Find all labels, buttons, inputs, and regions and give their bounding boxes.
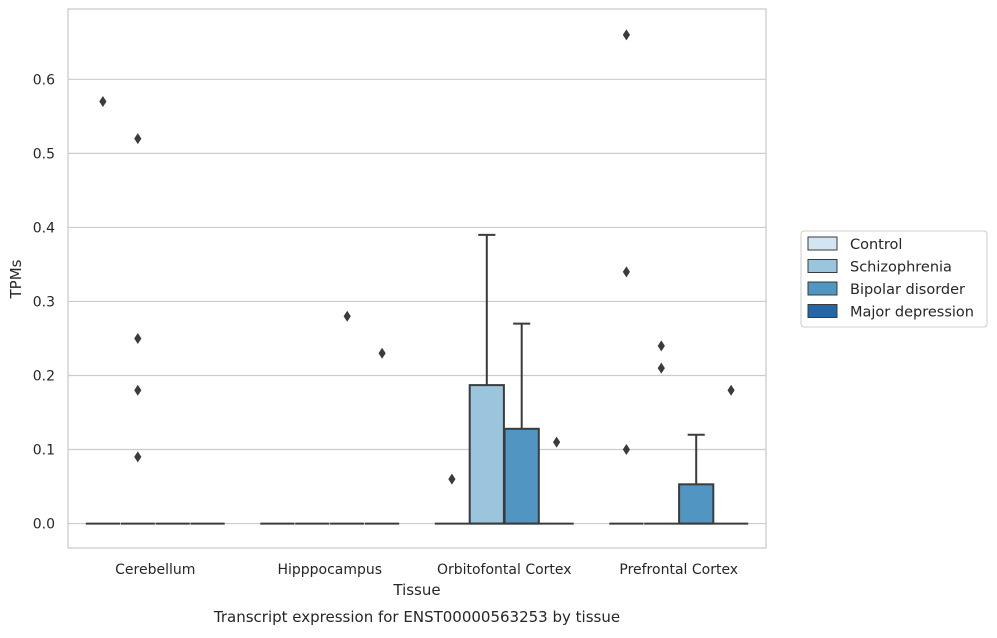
x-tick-label: Prefrontal Cortex: [619, 562, 738, 578]
legend-label: Schizophrenia: [850, 260, 952, 276]
outlier-point: [727, 384, 735, 396]
box: [503, 427, 540, 525]
outlier-point: [657, 340, 665, 352]
outlier-point: [134, 384, 142, 396]
outlier-point: [134, 332, 142, 344]
outlier-point: [134, 133, 142, 145]
legend-label: Control: [850, 237, 902, 253]
legend-label: Bipolar disorder: [850, 282, 965, 298]
box-bipolar-disorder: [678, 433, 715, 525]
y-tick-label: 0.3: [33, 294, 55, 310]
outlier-point: [622, 29, 630, 41]
outlier-point: [378, 347, 386, 359]
plot-frame: [67, 8, 767, 549]
outlier-point: [343, 310, 351, 322]
legend-swatch: [807, 304, 838, 318]
x-tick-label: Hipppocampus: [277, 562, 382, 578]
y-tick-label: 0.0: [33, 517, 55, 533]
y-axis-label: TPMs: [7, 259, 25, 299]
x-tick-labels: Cerebellum Hipppocampus Orbitofontal Corte…: [115, 562, 738, 578]
outlier-point: [553, 436, 561, 448]
legend-frame: [800, 230, 988, 328]
outlier-layer: [99, 29, 735, 485]
box-bipolar-disorder: [503, 322, 540, 525]
outlier-point: [657, 362, 665, 374]
outlier-point: [622, 444, 630, 456]
box: [678, 483, 715, 525]
outlier-point: [134, 451, 142, 463]
y-tick-label: 0.1: [33, 443, 55, 459]
gridlines: [68, 78, 766, 525]
box: [468, 384, 505, 525]
x-tick-label: Cerebellum: [115, 562, 195, 578]
legend-label: Major depression: [850, 305, 974, 321]
outlier-point: [448, 473, 456, 485]
y-tick-labels: 0.0 0.1 0.2 0.3 0.4 0.5 0.6: [33, 72, 55, 532]
legend-swatch: [807, 259, 838, 273]
outlier-point: [622, 266, 630, 278]
box-layer: [85, 233, 749, 525]
x-tick-label: Orbitofontal Cortex: [437, 562, 572, 578]
legend-swatch: [807, 236, 838, 251]
x-axis-label: Tissue: [392, 581, 440, 599]
y-tick-label: 0.6: [33, 72, 55, 88]
y-tick-label: 0.5: [33, 146, 55, 162]
y-tick-label: 0.4: [33, 220, 55, 236]
legend: Control Schizophrenia Bipolar disorder Majo…: [800, 230, 988, 328]
chart-caption: Transcript expression for ENST0000056325…: [213, 608, 620, 626]
box-schizophrenia: [468, 233, 505, 525]
outlier-point: [99, 96, 107, 108]
y-tick-label: 0.2: [33, 368, 55, 384]
legend-swatch: [807, 281, 838, 296]
